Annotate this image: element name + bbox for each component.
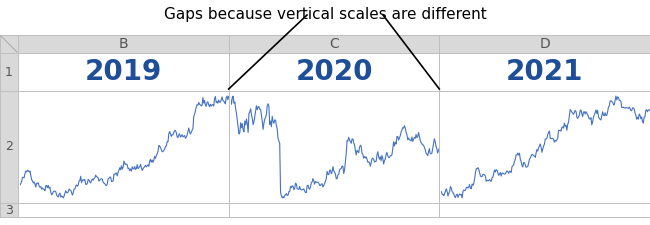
Bar [0,35,18,217]
Text: Gaps because vertical scales are different: Gaps because vertical scales are differe… [164,7,486,22]
Text: 3: 3 [5,203,13,216]
Text: 2020: 2020 [295,58,372,86]
Text: B: B [118,37,128,51]
Text: D: D [540,37,550,51]
Bar [0,35,650,53]
Text: 2019: 2019 [84,58,162,86]
Text: C: C [329,37,339,51]
Text: 2021: 2021 [506,58,583,86]
Text: 2: 2 [5,140,13,153]
Text: 1: 1 [5,65,13,79]
